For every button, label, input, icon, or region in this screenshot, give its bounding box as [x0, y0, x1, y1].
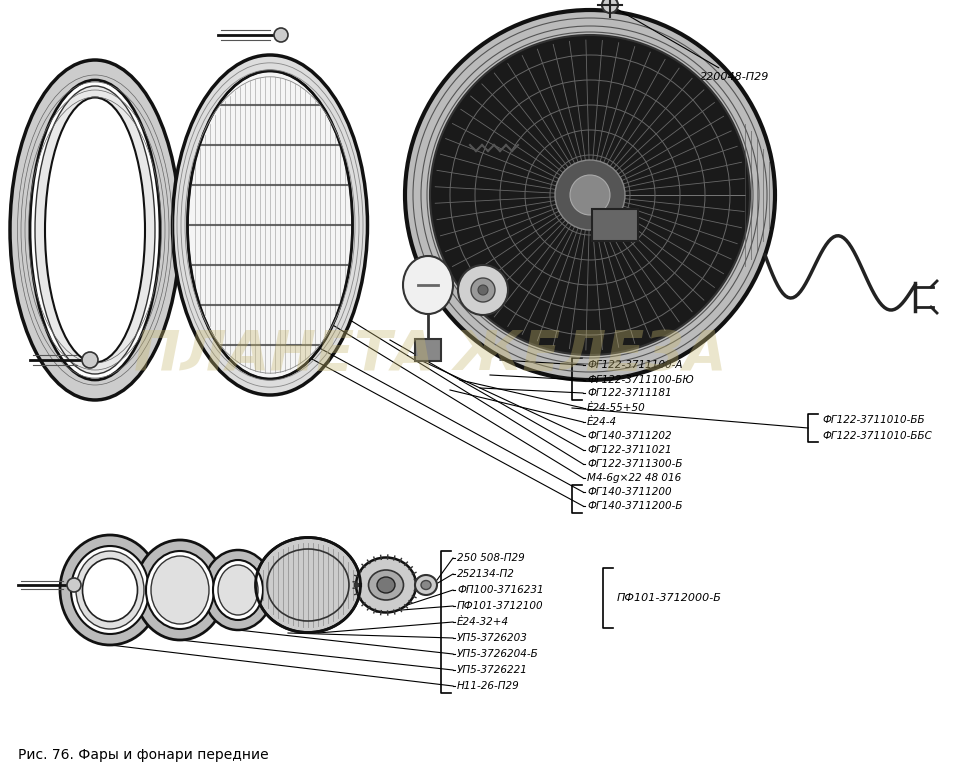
FancyBboxPatch shape — [415, 339, 441, 361]
Ellipse shape — [377, 577, 395, 593]
Text: 252134-П2: 252134-П2 — [457, 569, 515, 579]
Text: УП5-3726221: УП5-3726221 — [457, 665, 528, 675]
Text: М4-6g×22 48 016: М4-6g×22 48 016 — [587, 473, 681, 483]
Ellipse shape — [10, 60, 180, 400]
Ellipse shape — [356, 558, 416, 612]
Ellipse shape — [135, 540, 225, 640]
Ellipse shape — [60, 535, 160, 645]
Text: УП5-3726203: УП5-3726203 — [457, 633, 528, 643]
Ellipse shape — [30, 80, 160, 380]
Text: ФГ122-3711181: ФГ122-3711181 — [587, 388, 672, 398]
Text: ФГ122-3711100-А: ФГ122-3711100-А — [587, 360, 682, 370]
Ellipse shape — [146, 551, 214, 629]
Text: ПФ101-3712100: ПФ101-3712100 — [457, 601, 544, 611]
Ellipse shape — [203, 550, 273, 630]
Text: 250 508-П29: 250 508-П29 — [457, 553, 525, 563]
Ellipse shape — [35, 86, 155, 374]
Ellipse shape — [172, 55, 368, 395]
Text: ФГ122-3711300-Б: ФГ122-3711300-Б — [587, 459, 682, 469]
Circle shape — [430, 35, 750, 355]
Text: Ѐ24-55+50: Ѐ24-55+50 — [587, 403, 646, 413]
Text: ФГ140-3711200-Б: ФГ140-3711200-Б — [587, 501, 682, 511]
Text: Ѐ24-32+4: Ѐ24-32+4 — [457, 617, 509, 627]
Text: ФГ122-3711100-БЮ: ФГ122-3711100-БЮ — [587, 375, 694, 385]
Ellipse shape — [218, 565, 258, 615]
Text: ФГ122-3711010-ББС: ФГ122-3711010-ББС — [822, 431, 932, 441]
Ellipse shape — [45, 98, 145, 362]
FancyBboxPatch shape — [592, 209, 638, 241]
Ellipse shape — [82, 558, 137, 622]
Ellipse shape — [403, 256, 453, 314]
Circle shape — [478, 285, 488, 295]
Circle shape — [471, 278, 495, 302]
Text: ФГ122-3711021: ФГ122-3711021 — [587, 445, 672, 455]
Text: ФГ140-3711200: ФГ140-3711200 — [587, 487, 672, 497]
Circle shape — [602, 0, 618, 13]
Circle shape — [405, 10, 775, 380]
Text: Н11-26-П29: Н11-26-П29 — [457, 681, 520, 691]
Text: ФГ122-3711010-ББ: ФГ122-3711010-ББ — [822, 415, 924, 425]
Ellipse shape — [188, 71, 352, 379]
Text: ПЛАНЕТА ЖЕЛЕЗА: ПЛАНЕТА ЖЕЛЕЗА — [134, 328, 726, 382]
Text: УП5-3726204-Б: УП5-3726204-Б — [457, 649, 539, 659]
Circle shape — [274, 28, 288, 42]
Ellipse shape — [421, 580, 431, 590]
Ellipse shape — [369, 570, 404, 600]
Circle shape — [555, 160, 625, 230]
Text: Рис. 76. Фары и фонари передние: Рис. 76. Фары и фонари передние — [18, 748, 269, 762]
Text: ФГ140-3711202: ФГ140-3711202 — [587, 431, 672, 441]
Text: Ѐ24-4: Ѐ24-4 — [587, 417, 618, 427]
Ellipse shape — [71, 546, 149, 634]
Ellipse shape — [415, 575, 437, 595]
Circle shape — [458, 265, 508, 315]
Circle shape — [67, 578, 81, 592]
Circle shape — [570, 175, 610, 215]
Ellipse shape — [213, 560, 263, 620]
Text: 220048-П29: 220048-П29 — [613, 6, 770, 82]
Ellipse shape — [256, 537, 360, 633]
Text: ПФ101-3712000-Б: ПФ101-3712000-Б — [617, 593, 722, 603]
Ellipse shape — [76, 551, 144, 629]
Circle shape — [82, 352, 98, 368]
Ellipse shape — [151, 556, 209, 624]
Text: ФП100-3716231: ФП100-3716231 — [457, 585, 544, 595]
